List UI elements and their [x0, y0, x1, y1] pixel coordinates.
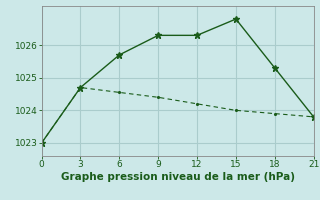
X-axis label: Graphe pression niveau de la mer (hPa): Graphe pression niveau de la mer (hPa)	[60, 172, 295, 182]
